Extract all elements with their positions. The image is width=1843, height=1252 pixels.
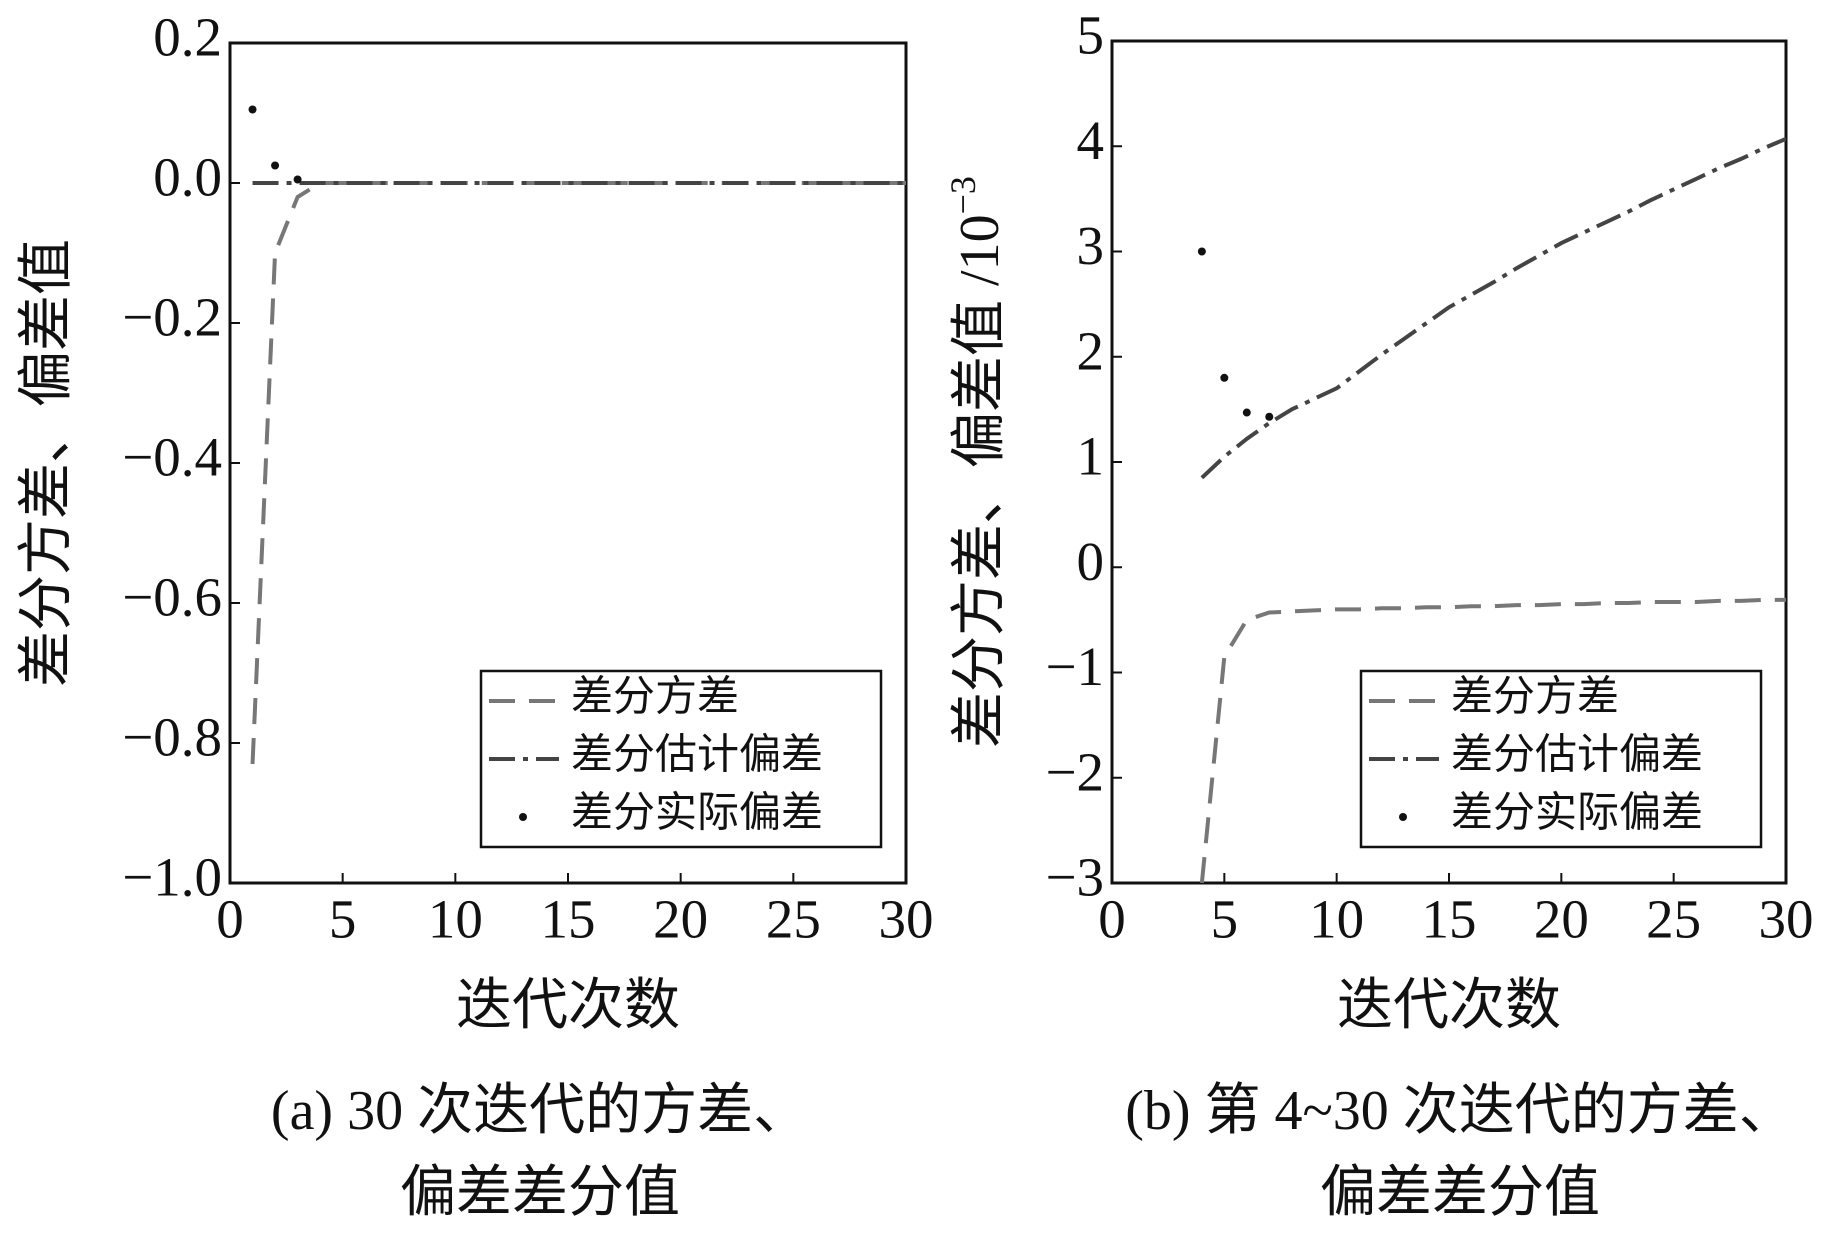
y-tick-label: −2 bbox=[1045, 741, 1104, 802]
y-axis-title: 差分方差、偏差值 /10−3 bbox=[943, 176, 1011, 748]
y-tick-label: 3 bbox=[1077, 215, 1105, 276]
data-point bbox=[1242, 408, 1251, 417]
y-tick-label: −0.4 bbox=[122, 427, 222, 488]
y-tick-label: 2 bbox=[1077, 320, 1105, 381]
data-point bbox=[248, 105, 257, 114]
x-tick-label: 30 bbox=[1759, 889, 1814, 950]
x-tick-label: 30 bbox=[879, 889, 934, 950]
x-tick-label: 10 bbox=[1309, 889, 1364, 950]
x-tick-label: 20 bbox=[1534, 889, 1589, 950]
x-tick-label: 15 bbox=[1422, 889, 1477, 950]
caption: 偏差差分值 bbox=[1320, 1162, 1600, 1224]
legend-label: 差分方差 bbox=[1451, 675, 1619, 721]
y-tick-label: −0.6 bbox=[122, 567, 222, 628]
legend-label: 差分实际偏差 bbox=[1451, 790, 1703, 837]
data-point bbox=[1265, 412, 1274, 421]
legend-label: 差分方差 bbox=[571, 675, 739, 721]
data-point bbox=[1220, 373, 1229, 382]
caption: 偏差差分值 bbox=[400, 1162, 680, 1224]
y-tick-label: 1 bbox=[1077, 426, 1105, 487]
y-axis-title-exponent: −3 bbox=[943, 176, 983, 214]
x-tick-label: 25 bbox=[1646, 889, 1701, 950]
y-tick-label: −1 bbox=[1045, 636, 1104, 697]
caption: (b) 第 4~30 次迭代的方差、 bbox=[1125, 1080, 1795, 1142]
legend-label: 差分实际偏差 bbox=[571, 790, 823, 837]
caption: (a) 30 次迭代的方差、 bbox=[271, 1080, 809, 1142]
y-tick-label: −1.0 bbox=[122, 847, 222, 908]
legend-label: 差分估计偏差 bbox=[1451, 733, 1703, 779]
y-tick-label: −0.2 bbox=[122, 287, 222, 348]
x-tick-label: 0 bbox=[1098, 889, 1126, 950]
y-tick-label: 4 bbox=[1077, 110, 1105, 171]
y-tick-label: −0.8 bbox=[122, 707, 222, 768]
chart-panel: 0 5 10 15 20 25 30 0.2 0.0 −0.2 −0.4 −0.6 −0.8 −1.0 迭代… bbox=[16, 7, 934, 1224]
y-axis-title-main: 差分方差、偏差值 bbox=[16, 239, 78, 687]
x-tick-label: 5 bbox=[329, 889, 357, 950]
y-axis-title: 差分方差、偏差值 bbox=[16, 239, 78, 687]
legend-marker bbox=[519, 813, 527, 821]
x-tick-label: 15 bbox=[541, 889, 596, 950]
y-axis-title-main: 差分方差、偏差值 /10 bbox=[949, 214, 1011, 748]
y-tick-label: 0 bbox=[1077, 531, 1105, 592]
x-tick-label: 10 bbox=[428, 889, 483, 950]
series-line bbox=[1199, 597, 1786, 883]
x-axis-title: 迭代次数 bbox=[456, 975, 680, 1037]
y-tick-label: 0.0 bbox=[153, 147, 222, 208]
y-tick-label: 0.2 bbox=[153, 7, 222, 68]
data-point bbox=[271, 161, 280, 170]
x-tick-label: 5 bbox=[1211, 889, 1239, 950]
x-tick-label: 20 bbox=[653, 889, 708, 950]
x-tick-label: 0 bbox=[216, 889, 244, 950]
y-tick-label: 5 bbox=[1077, 5, 1105, 66]
series-line bbox=[1200, 137, 1786, 480]
legend-label: 差分估计偏差 bbox=[571, 733, 823, 779]
x-tick-label: 25 bbox=[766, 889, 821, 950]
data-point bbox=[1197, 247, 1206, 256]
legend-marker bbox=[1399, 813, 1407, 821]
series-line bbox=[250, 181, 906, 765]
data-point bbox=[293, 175, 302, 184]
y-tick-label: −3 bbox=[1045, 847, 1104, 908]
x-axis-title: 迭代次数 bbox=[1337, 975, 1561, 1037]
